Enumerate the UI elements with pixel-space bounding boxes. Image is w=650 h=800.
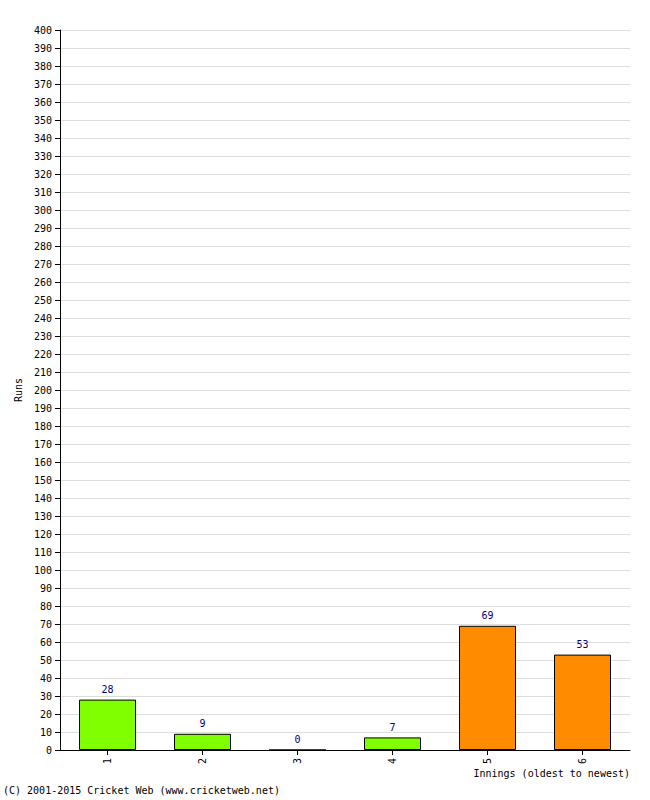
svg-text:210: 210 — [34, 367, 52, 378]
svg-text:120: 120 — [34, 529, 52, 540]
svg-text:200: 200 — [34, 385, 52, 396]
svg-text:28: 28 — [101, 684, 113, 695]
svg-text:220: 220 — [34, 349, 52, 360]
svg-text:370: 370 — [34, 79, 52, 90]
svg-text:2: 2 — [197, 758, 208, 764]
svg-text:140: 140 — [34, 493, 52, 504]
svg-text:360: 360 — [34, 97, 52, 108]
svg-text:400: 400 — [34, 25, 52, 36]
svg-text:320: 320 — [34, 169, 52, 180]
svg-text:180: 180 — [34, 421, 52, 432]
svg-text:50: 50 — [40, 655, 52, 666]
svg-text:4: 4 — [387, 758, 398, 764]
svg-text:340: 340 — [34, 133, 52, 144]
svg-text:300: 300 — [34, 205, 52, 216]
svg-text:40: 40 — [40, 673, 52, 684]
svg-text:130: 130 — [34, 511, 52, 522]
svg-text:150: 150 — [34, 475, 52, 486]
svg-text:Runs: Runs — [13, 378, 24, 402]
svg-text:69: 69 — [481, 610, 493, 621]
svg-text:290: 290 — [34, 223, 52, 234]
svg-text:53: 53 — [576, 639, 588, 650]
svg-text:Innings (oldest to newest): Innings (oldest to newest) — [473, 768, 630, 779]
svg-text:100: 100 — [34, 565, 52, 576]
svg-text:9: 9 — [199, 718, 205, 729]
svg-text:350: 350 — [34, 115, 52, 126]
svg-text:240: 240 — [34, 313, 52, 324]
svg-text:190: 190 — [34, 403, 52, 414]
svg-text:0: 0 — [46, 745, 52, 756]
svg-text:380: 380 — [34, 61, 52, 72]
svg-text:1: 1 — [102, 758, 113, 764]
svg-text:110: 110 — [34, 547, 52, 558]
svg-text:20: 20 — [40, 709, 52, 720]
svg-text:270: 270 — [34, 259, 52, 270]
svg-text:0: 0 — [294, 734, 300, 745]
svg-text:6: 6 — [577, 758, 588, 764]
svg-text:310: 310 — [34, 187, 52, 198]
svg-text:7: 7 — [389, 722, 395, 733]
svg-text:10: 10 — [40, 727, 52, 738]
svg-text:90: 90 — [40, 583, 52, 594]
svg-text:260: 260 — [34, 277, 52, 288]
svg-text:60: 60 — [40, 637, 52, 648]
svg-text:160: 160 — [34, 457, 52, 468]
svg-text:80: 80 — [40, 601, 52, 612]
svg-text:(C) 2001-2015 Cricket Web (www: (C) 2001-2015 Cricket Web (www.cricketwe… — [3, 785, 280, 796]
svg-text:250: 250 — [34, 295, 52, 306]
svg-text:3: 3 — [292, 758, 303, 764]
svg-text:330: 330 — [34, 151, 52, 162]
svg-text:70: 70 — [40, 619, 52, 630]
svg-text:30: 30 — [40, 691, 52, 702]
svg-text:5: 5 — [482, 758, 493, 764]
svg-text:280: 280 — [34, 241, 52, 252]
svg-text:390: 390 — [34, 43, 52, 54]
svg-text:230: 230 — [34, 331, 52, 342]
svg-text:170: 170 — [34, 439, 52, 450]
